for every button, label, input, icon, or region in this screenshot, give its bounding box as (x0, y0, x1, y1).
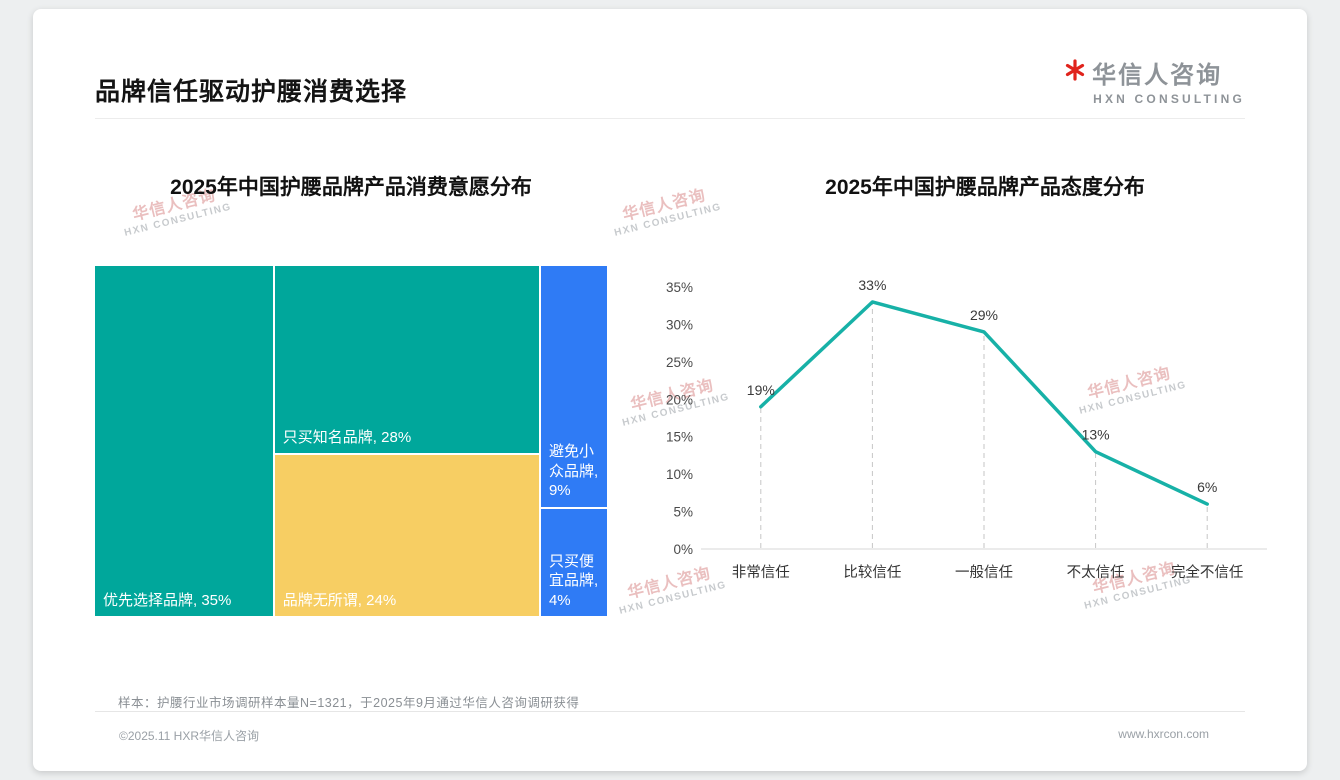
y-tick-label: 15% (666, 430, 693, 445)
line-chart-svg: 0% 5% 10% 15% 20% 25% 30% 35% 19% 33% 29% 13% 6% 非常信任… (666, 277, 1267, 581)
treemap-chart: 优先选择品牌, 35% 只买知名品牌, 28% 品牌无所谓, 24% 避免小众品牌, … (95, 266, 607, 616)
x-category-label: 不太信任 (1067, 564, 1125, 581)
y-tick-label: 30% (666, 317, 693, 332)
watermark-cn: 华信人咨询 (621, 187, 708, 225)
x-category-label: 一般信任 (955, 564, 1013, 581)
footer: ©2025.11 HXR华信人咨询 www.hxrcon.com (95, 711, 1245, 771)
y-tick-label: 10% (666, 467, 693, 482)
y-tick-label: 35% (666, 280, 693, 295)
copyright-text: ©2025.11 HXR华信人咨询 (119, 729, 259, 743)
data-label: 19% (747, 382, 775, 398)
logo-asterisk-icon (1065, 59, 1085, 86)
logo-name-cn: 华信人咨询 (1092, 62, 1223, 89)
treemap-label: 优先选择品牌, 35% (103, 591, 232, 609)
line-chart-title: 2025年中国护腰品牌产品态度分布 (825, 176, 1145, 199)
data-label: 13% (1082, 427, 1110, 443)
y-tick-label: 0% (673, 542, 693, 557)
treemap-block: 只买知名品牌, 28% (274, 266, 539, 454)
treemap-label: 避免小众品牌, 9% (548, 443, 599, 500)
treemap-label: 只买知名品牌, 28% (282, 428, 412, 446)
y-tick-label: 25% (666, 355, 693, 370)
x-category-label: 比较信任 (843, 563, 901, 581)
logo-name-en: HXN CONSULTING (1093, 92, 1245, 106)
y-tick-label: 20% (666, 392, 693, 407)
page-title: 品牌信任驱动护腰消费选择 (95, 78, 408, 106)
header: 品牌信任驱动护腰消费选择 华信人咨询 HXN CONSULTING (95, 9, 1245, 119)
treemap-chart-title: 2025年中国护腰品牌产品消费意愿分布 (170, 176, 532, 199)
treemap-block: 品牌无所谓, 24% (274, 455, 539, 616)
website-link[interactable]: www.hxrcon.com (1118, 727, 1209, 741)
data-label: 29% (970, 307, 998, 323)
line-chart: 0% 5% 10% 15% 20% 25% 30% 35% 19% 33% 29% 13% 6% 非常信任… (633, 259, 1293, 609)
watermark-en: HXN CONSULTING (123, 201, 233, 239)
series-line (759, 300, 1209, 506)
logo: 华信人咨询 HXN CONSULTING (1065, 55, 1245, 106)
treemap-column: 避免小众品牌, 9% 只买便宜品牌, 4% (540, 266, 607, 616)
x-category-label: 完全不信任 (1171, 563, 1244, 581)
y-tick-label: 5% (673, 505, 693, 520)
data-label: 33% (858, 277, 886, 293)
treemap-column: 优先选择品牌, 35% (95, 266, 273, 616)
treemap-label: 品牌无所谓, 24% (282, 591, 397, 609)
treemap-block: 优先选择品牌, 35% (95, 266, 273, 616)
data-label: 6% (1197, 479, 1217, 495)
treemap-column: 只买知名品牌, 28% 品牌无所谓, 24% (274, 266, 539, 616)
treemap-block: 避免小众品牌, 9% (540, 266, 607, 507)
slide: 华信人咨询 HXN CONSULTING 华信人咨询 HXN CONSULTIN… (33, 9, 1307, 771)
watermark-en: HXN CONSULTING (613, 201, 723, 239)
sample-footnote: 样本：护腰行业市场调研样本量N=1321，于2025年9月通过华信人咨询调研获得 (118, 696, 580, 710)
treemap-block: 只买便宜品牌, 4% (540, 508, 607, 616)
x-category-label: 非常信任 (732, 564, 790, 581)
treemap-label: 只买便宜品牌, 4% (548, 552, 599, 609)
